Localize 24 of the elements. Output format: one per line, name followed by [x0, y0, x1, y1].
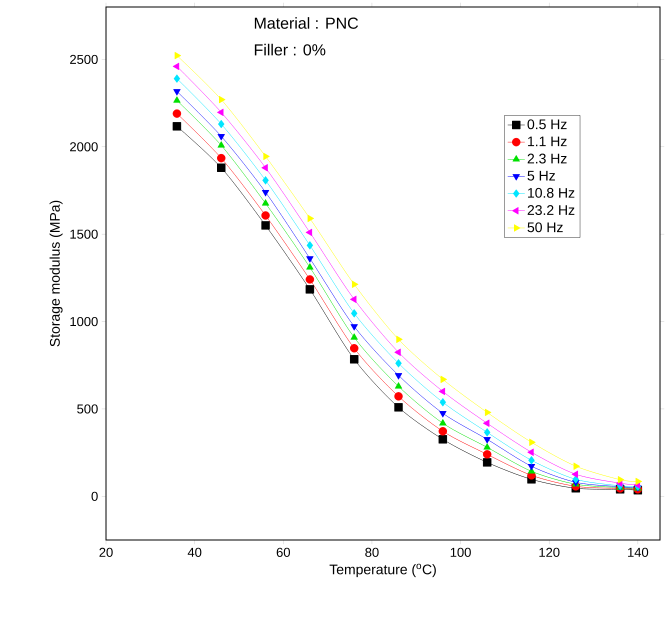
annotation: Material : PNC: [254, 17, 358, 29]
legend-label: 0.5 Hz: [528, 119, 567, 130]
x-tick-label: 80: [365, 548, 379, 557]
y-tick-label: 500: [77, 404, 98, 414]
legend-label: 1.1 Hz: [528, 136, 567, 146]
legend-label: 23.2 Hz: [528, 205, 574, 216]
y-tick-label: 0: [92, 492, 98, 501]
x-tick-label: 40: [188, 548, 202, 557]
x-tick-label: 60: [276, 548, 290, 557]
y-tick-label: 2000: [70, 142, 98, 152]
y-axis-title: Storage modulus (MPa): [50, 200, 63, 346]
y-tick-label: 1000: [70, 316, 98, 326]
y-tick-label: 1500: [70, 230, 98, 239]
annotation: Filler : 0%: [254, 44, 326, 56]
y-tick-label: 2500: [70, 54, 98, 64]
x-tick-label: 100: [450, 548, 471, 557]
legend-label: 50 Hz: [528, 222, 563, 232]
x-tick-label: 120: [539, 548, 560, 557]
x-axis-title: Temperature ($^{o}$C): [330, 564, 436, 578]
x-tick-label: 20: [99, 548, 113, 557]
legend-label: 10.8 Hz: [528, 188, 574, 198]
legend-label: 2.3 Hz: [528, 154, 567, 164]
legend-label: 5 Hz: [528, 170, 555, 181]
x-tick-label: 140: [628, 548, 648, 557]
